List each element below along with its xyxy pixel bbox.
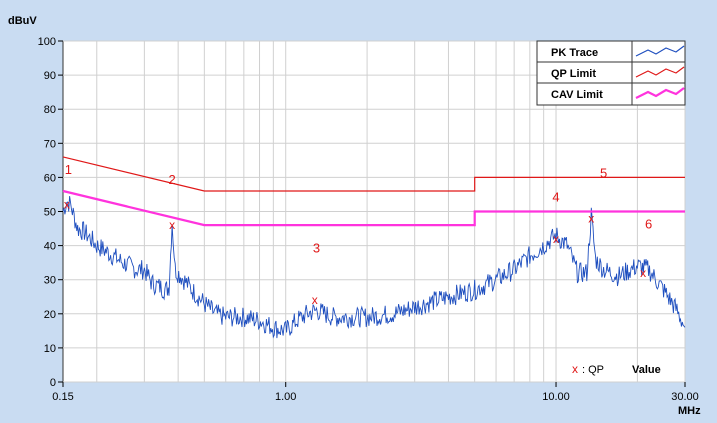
marker-label: 1	[65, 162, 72, 177]
y-tick-label: 90	[44, 70, 56, 82]
qp-marker: x	[588, 211, 594, 225]
series-lines	[62, 156, 686, 339]
marker-label: 2	[169, 172, 176, 187]
y-tick-label: 100	[38, 36, 56, 48]
series-qp-limit	[62, 156, 685, 192]
x-tick-label: 1.00	[275, 391, 296, 403]
series-pk-trace	[62, 196, 686, 339]
y-tick-label: 30	[44, 275, 56, 287]
legend-label-qp-limit: QP Limit	[551, 68, 596, 80]
qp-marker: x	[640, 266, 646, 280]
footer-qp-symbol: x	[572, 362, 578, 376]
x-axis-label: MHz	[678, 405, 701, 417]
y-tick-label: 60	[44, 172, 56, 184]
marker-label: 3	[313, 240, 320, 255]
y-tick-label: 70	[44, 138, 56, 150]
footer-qp-label: : QP	[582, 364, 604, 376]
legend-label-pk-trace: PK Trace	[551, 47, 598, 59]
x-tick-label: 10.00	[542, 391, 570, 403]
legend-swatch-cav-limit	[635, 87, 685, 99]
legend-swatch-pk-trace	[635, 45, 685, 57]
y-tick-label: 40	[44, 241, 56, 253]
qp-marker: x	[553, 232, 559, 246]
y-tick-label: 50	[44, 207, 56, 219]
y-axis-label: dBuV	[8, 15, 37, 27]
x-tick-label: 0.15	[52, 391, 73, 403]
footer-value-label: Value	[632, 364, 661, 376]
series-cav-limit	[62, 189, 685, 227]
qp-marker: x	[312, 293, 318, 307]
y-tick-label: 20	[44, 309, 56, 321]
x-tick-label: 30.00	[671, 391, 699, 403]
marker-label: 5	[600, 165, 607, 180]
marker-label: 4	[552, 189, 559, 204]
qp-marker: x	[64, 198, 70, 212]
qp-markers: x x x x x x	[64, 198, 646, 307]
legend-label-cav-limit: CAV Limit	[551, 89, 603, 101]
legend: PK Trace QP Limit CAV Limit	[536, 40, 686, 106]
marker-annotations: 1 2 3 4 5 6	[65, 162, 652, 255]
y-tick-label: 0	[50, 377, 56, 389]
legend-swatch-qp-limit	[635, 66, 685, 78]
y-tick-label: 10	[44, 343, 56, 355]
qp-marker: x	[169, 218, 175, 232]
marker-label: 6	[645, 217, 652, 232]
y-tick-label: 80	[44, 104, 56, 116]
axes: 0 10 20 30 40 50 60 70 80 90 100 0.15 1.00 10.00 30.00	[38, 36, 699, 403]
